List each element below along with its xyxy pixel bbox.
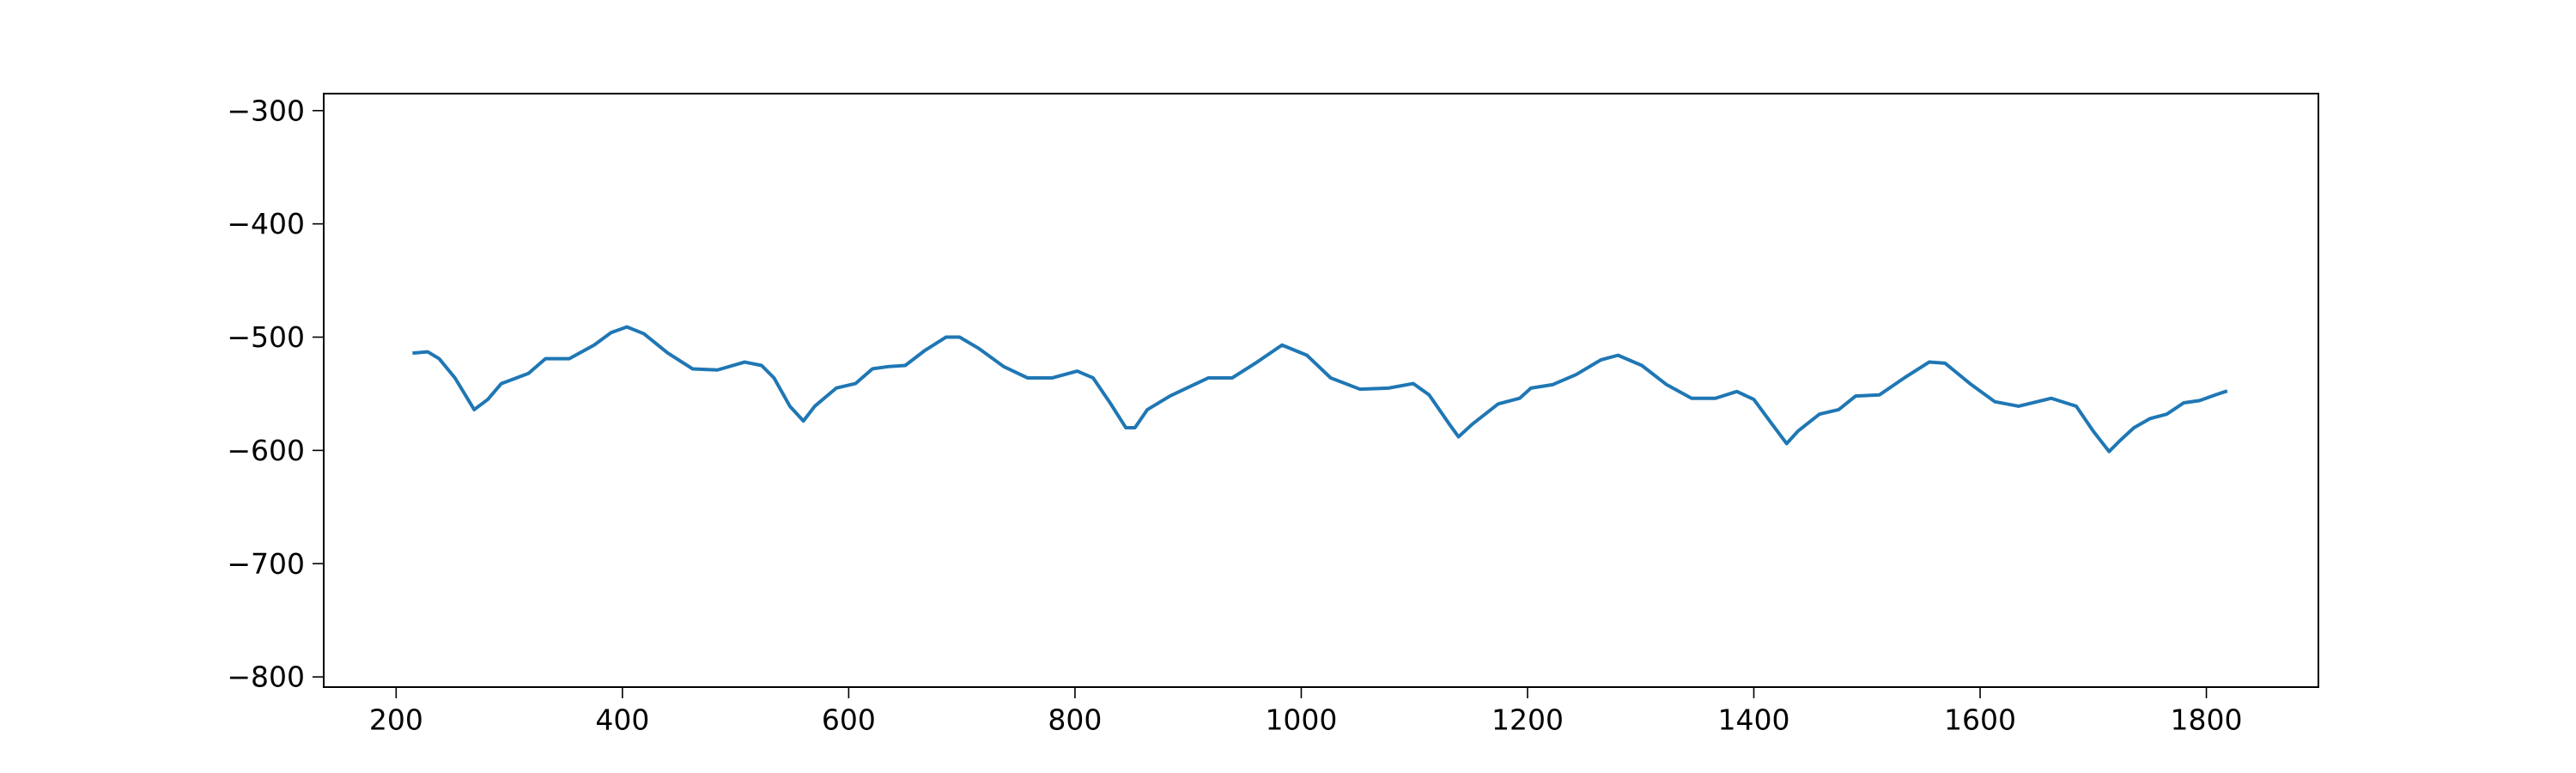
y-tick-label: −700 [227, 547, 305, 581]
y-tick-label: −500 [227, 320, 305, 354]
x-tick-label: 200 [369, 703, 423, 737]
data-line [412, 325, 2228, 453]
x-tick-label: 1800 [2171, 703, 2243, 737]
x-tick-label: 1600 [1944, 703, 2016, 737]
y-tick-label: −400 [227, 207, 305, 240]
x-tick-label: 600 [822, 703, 876, 737]
x-tick-label: 1000 [1265, 703, 1337, 737]
x-tick-label: 1400 [1718, 703, 1790, 737]
x-tick-label: 800 [1048, 703, 1102, 737]
y-tick-label: −800 [227, 660, 305, 694]
axes-frame [323, 93, 2319, 688]
x-tick-label: 1200 [1492, 703, 1564, 737]
y-tick-label: −600 [227, 434, 305, 467]
x-tick-label: 400 [595, 703, 649, 737]
y-tick-label: −300 [227, 94, 305, 127]
